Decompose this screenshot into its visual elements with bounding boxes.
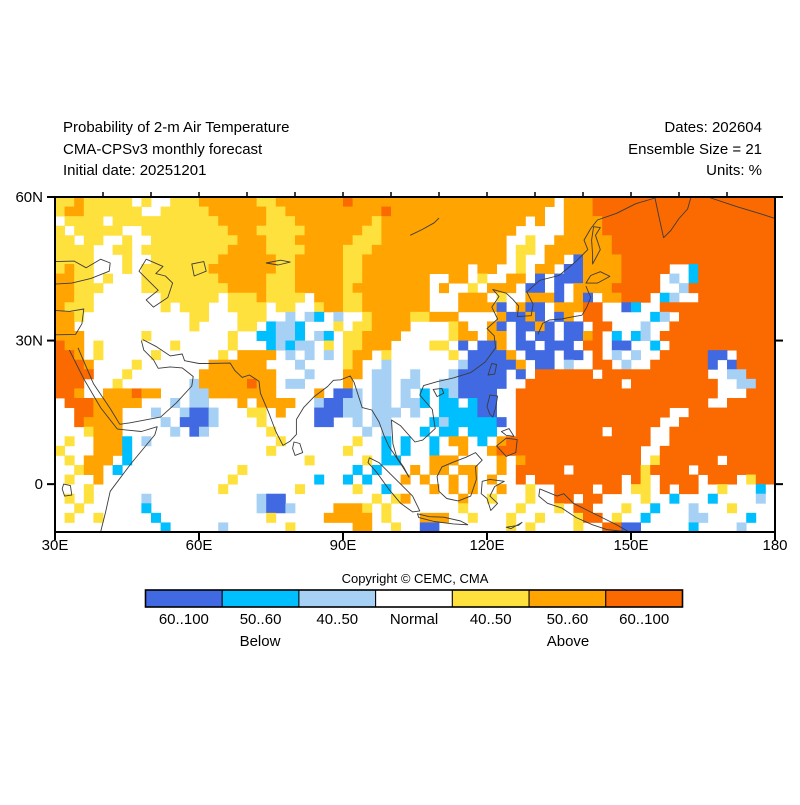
legend-swatch: [528, 589, 607, 608]
coastlines: [55, 197, 775, 532]
legend-swatch: [221, 589, 300, 608]
y-tick-label: 60N: [15, 189, 43, 206]
x-tick-label: 180: [762, 537, 787, 554]
initial-date-label: Initial date: 20251201: [63, 162, 206, 179]
legend-category-label: 50..60: [240, 611, 282, 628]
y-tick-label: 30N: [15, 333, 43, 350]
coastline-path: [538, 488, 630, 532]
ensemble-size-label: Ensemble Size = 21: [628, 141, 762, 158]
page-title: Probability of 2-m Air Temperature: [63, 119, 290, 136]
y-tick-label: 0: [35, 476, 43, 493]
legend-swatch: [298, 589, 377, 608]
coastline-path: [410, 217, 440, 236]
coastline-path: [496, 437, 518, 457]
coastline-path: [292, 441, 304, 456]
coastline-path: [432, 387, 445, 398]
legend-category-label: 50..60: [547, 611, 589, 628]
x-tick-label: 120E: [469, 537, 504, 554]
coastline-path: [61, 483, 73, 497]
copyright-text: Copyright © CEMC, CMA: [342, 571, 489, 586]
legend-swatch: [145, 589, 223, 608]
map-frame: [54, 196, 776, 533]
coastline-path: [55, 258, 111, 285]
legend-frame: [144, 589, 684, 608]
coastline-path: [505, 521, 523, 530]
coastline-path: [436, 452, 483, 502]
units-label: Units: %: [706, 162, 762, 179]
coastline-path: [138, 258, 174, 308]
coastline-path: [591, 226, 601, 265]
legend-category-label: 60..100: [159, 611, 209, 628]
coastline-path: [77, 347, 121, 425]
coastline-path: [654, 197, 692, 239]
legend-below-label: Below: [240, 633, 281, 650]
legend-category-label: 60..100: [619, 611, 669, 628]
coastline-path: [416, 513, 469, 526]
coastline-path: [391, 197, 656, 478]
coastline-path: [142, 339, 208, 364]
coastline-path: [585, 271, 611, 284]
legend-above-label: Above: [547, 633, 590, 650]
coastline-path: [207, 362, 410, 478]
coastline-path: [537, 285, 592, 335]
coastline-path: [367, 457, 421, 513]
coastline-path: [119, 340, 194, 425]
coastline-path: [55, 308, 85, 336]
coastline-path: [265, 259, 291, 266]
legend-swatch: [451, 589, 530, 608]
x-tick-label: 60E: [186, 537, 213, 554]
coastline-path: [100, 426, 158, 532]
x-tick-label: 90E: [330, 537, 357, 554]
probability-field: [55, 197, 775, 532]
x-tick-label: 150E: [613, 537, 648, 554]
legend-swatch: [375, 589, 453, 608]
coastline-path: [68, 349, 118, 430]
valid-dates-label: Dates: 202604: [664, 119, 762, 136]
color-legend: 60..100 50..60 40..50 Normal 40..50 50..60 60.…: [144, 589, 684, 628]
coastline-path: [486, 394, 499, 418]
x-tick-label: 30E: [42, 537, 69, 554]
coastline-path: [487, 363, 498, 376]
coastline-path: [191, 261, 207, 277]
coastline-path: [500, 428, 515, 437]
axes-ticks: 30E 60E 90E 120E 150E 180 60N 30N 0: [15, 189, 787, 554]
coastline-path: [480, 478, 505, 511]
legend-category-label: 40..50: [316, 611, 358, 628]
legend-category-label: Normal: [390, 611, 438, 628]
legend-category-label: 40..50: [470, 611, 512, 628]
legend-swatch: [605, 589, 683, 608]
model-subtitle: CMA-CPSv3 monthly forecast: [63, 141, 263, 158]
coastline-path: [707, 197, 775, 219]
